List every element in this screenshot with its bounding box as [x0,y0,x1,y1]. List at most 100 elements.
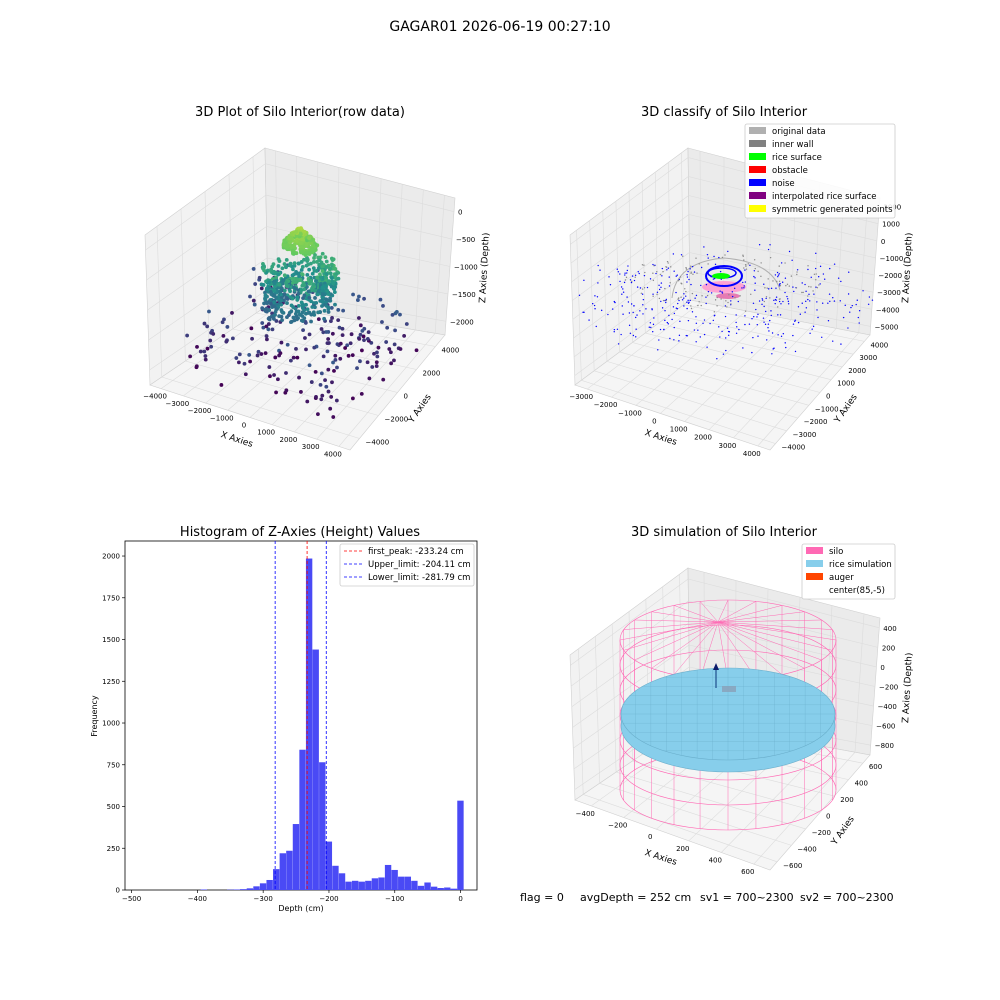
original-point [696,272,698,274]
original-point [716,305,718,307]
original-point [742,254,744,256]
noise-point [597,264,599,267]
x-tick-label: −200 [608,822,627,830]
raw-point [255,353,260,358]
original-point [667,262,669,264]
raw-point [279,286,284,291]
figure-suptitle: GAGAR01 2026-06-19 00:27:10 [389,19,610,35]
noise-point [681,299,684,301]
legend-label: rice surface [772,153,822,163]
raw-point [357,336,362,341]
noise-point [815,286,817,288]
raw-point [324,259,329,264]
raw-point [343,346,348,350]
noise-point [678,299,680,302]
raw-point [295,298,300,302]
raw-point [333,274,338,279]
noise-point [631,275,634,277]
raw-point [281,278,286,283]
original-point [808,285,810,288]
noise-point [819,265,822,268]
original-point [816,287,819,289]
noise-point [847,293,850,295]
noise-point [721,284,724,287]
original-point [790,275,793,277]
raw-point [220,320,225,325]
legend-label: obstacle [772,166,808,176]
raw-point [316,317,321,322]
z-tick-label: 200 [882,644,895,652]
z-tick-label: −4000 [876,306,900,314]
raw-scatter-ylabel: Y Axies [406,392,434,425]
original-point [698,301,700,303]
noise-point [688,278,690,281]
grid-line [594,370,787,432]
silo-roof-line [717,621,833,651]
original-point [695,257,697,259]
raw-point [372,351,376,356]
raw-point [230,336,235,341]
original-point [670,266,672,268]
legend-label: auger [829,573,854,583]
noise-point [664,319,666,322]
raw-point [366,330,371,335]
noise-point [849,311,851,313]
noise-point [678,334,681,337]
raw-point [302,283,307,288]
noise-point [678,340,680,342]
noise-point [770,287,773,290]
raw-point [326,367,331,372]
noise-point [857,316,860,319]
histogram-bar [404,876,412,890]
noise-point [619,280,621,283]
noise-point [763,283,765,285]
raw-point [248,294,252,299]
legend-swatch [806,547,823,554]
raw-point [362,296,366,301]
noise-point [641,293,644,295]
noise-point [833,300,836,302]
raw-point [267,365,272,369]
noise-point [731,291,734,293]
x-tick-label: −2000 [188,407,212,415]
raw-point [331,415,336,419]
raw-point [259,282,264,287]
noise-point [862,290,864,292]
auger-tip [713,663,719,670]
original-point [750,293,752,295]
raw-point [313,253,317,257]
noise-point [785,346,787,349]
noise-point [614,301,616,304]
raw-point [188,354,193,359]
raw-point [316,412,320,417]
raw-point [291,267,295,272]
histogram-xlabel: Depth (cm) [278,904,323,913]
noise-point [736,326,738,328]
raw-point [296,291,301,296]
raw-point [300,237,305,242]
raw-point [324,300,329,304]
raw-point [398,347,403,351]
y-tick-label: 750 [107,761,120,769]
noise-point [636,286,639,288]
original-point [641,264,644,266]
noise-point [588,319,590,321]
histogram-bar [371,878,379,890]
noise-point [707,257,709,259]
raw-point [222,317,226,322]
raw-point [284,257,289,262]
raw-point [315,275,320,280]
noise-point [676,274,678,276]
noise-point [777,334,779,336]
noise-point [727,334,730,337]
noise-point [635,336,637,338]
raw-point [273,355,278,360]
grid-line [576,230,582,381]
z-tick-label: −1000 [880,255,904,263]
x-tick-label: 4000 [324,450,342,458]
noise-point [718,326,720,328]
footer-avg-depth: avgDepth = 252 cm [580,891,691,904]
noise-point [827,302,829,304]
noise-point [616,268,618,270]
raw-point [209,344,214,349]
